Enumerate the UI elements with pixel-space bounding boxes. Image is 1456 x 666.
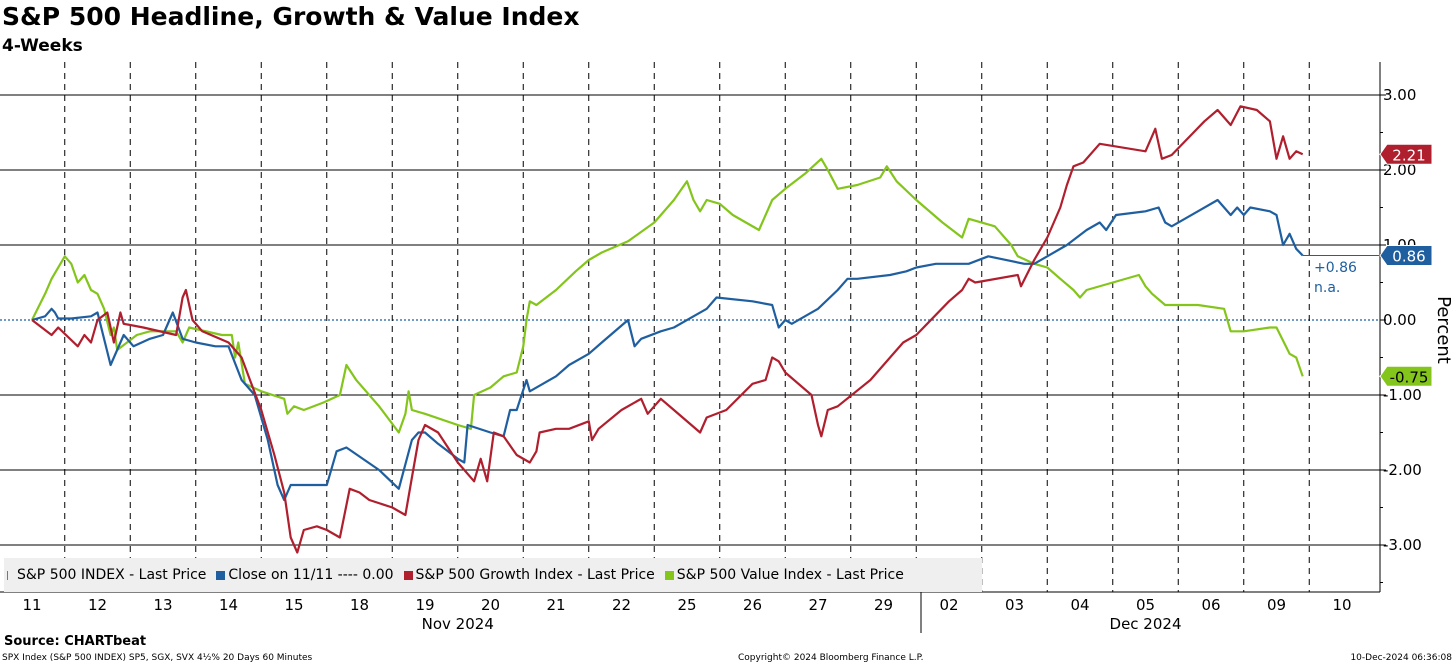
x-tick-label: 18 [350,596,369,614]
footer-timestamp: 10-Dec-2024 06:36:08 [1350,653,1452,663]
chart-title: S&P 500 Headline, Growth & Value Index [2,2,580,31]
legend-item-spx: S&P 500 INDEX - Last Price [4,567,206,583]
x-tick-label: 09 [1267,596,1286,614]
legend-item-value: S&P 500 Value Index - Last Price [664,567,904,583]
x-tick-label: 21 [546,596,565,614]
chart-subtitle: 4-Weeks [2,36,83,56]
footer-copyright: Copyright© 2024 Bloomberg Finance L.P. [738,653,924,663]
x-tick-label: 03 [1005,596,1024,614]
x-tick-label: 11 [22,596,41,614]
x-tick-label: 14 [219,596,238,614]
legend-label-growth: S&P 500 Growth Index - Last Price [415,567,655,583]
x-tick-label: 19 [415,596,434,614]
chart-legend: S&P 500 INDEX - Last Price Close on 11/1… [4,558,982,592]
last-value-text: -0.75 [1390,368,1429,386]
y-tick-label: 3.00 [1383,86,1416,104]
series-lines [31,105,1304,554]
legend-label-close: Close on 11/11 ---- 0.00 [228,567,394,583]
x-tick-label: 27 [808,596,827,614]
annotation-na: n.a. [1314,280,1340,296]
annotation-change: +0.86 [1314,260,1357,276]
x-tick-label: 26 [743,596,762,614]
x-month-label: Dec 2024 [1110,615,1182,633]
legend-item-close: Close on 11/11 ---- 0.00 [216,567,394,583]
x-tick-label: 13 [153,596,172,614]
last-value-badge [1379,245,1433,266]
y-tick-label: -3.00 [1383,536,1422,554]
value-labels: 2.21 0.86 -0.75 [1302,143,1433,387]
axes: 3.002.001.000.00-1.00-2.00-3.00111213141… [0,62,1422,633]
y-tick-label: 2.00 [1383,161,1416,179]
x-tick-label: 20 [481,596,500,614]
grid-lines [0,62,1380,592]
footer-ticker-info: SPX Index (S&P 500 INDEX) SP5, SGX, SVX … [2,653,313,663]
x-tick-label: 22 [612,596,631,614]
x-tick-label: 12 [88,596,107,614]
x-tick-label: 04 [1070,596,1089,614]
last-value-badge [1379,365,1433,387]
last-value-text: 2.21 [1392,146,1425,164]
x-tick-label: 06 [1201,596,1220,614]
last-value-badge [1379,143,1433,165]
x-month-label: Nov 2024 [422,615,494,633]
x-tick-label: 25 [677,596,696,614]
y-axis-label: Percent [1433,296,1454,364]
legend-swatch-close [216,570,226,580]
legend-label-value: S&P 500 Value Index - Last Price [676,567,904,583]
x-tick-label: 05 [1136,596,1155,614]
series-line [31,157,1304,434]
x-tick-label: 15 [284,596,303,614]
source-note: Source: CHARTbeat [4,634,147,649]
x-tick-label: 02 [939,596,958,614]
y-tick-label: -2.00 [1383,461,1422,479]
y-tick-label: 0.00 [1383,311,1416,329]
series-line [31,105,1304,554]
x-tick-label: 10 [1332,596,1351,614]
last-value-text: 0.86 [1392,248,1425,266]
legend-label-spx: S&P 500 INDEX - Last Price [17,567,207,583]
x-tick-label: 29 [874,596,893,614]
legend-swatch-value [664,570,674,580]
legend-swatch-spx [7,570,14,580]
legend-item-growth: S&P 500 Growth Index - Last Price [403,567,655,583]
legend-swatch-growth [403,570,413,580]
series-line [31,198,1304,502]
y-tick-label: -1.00 [1383,386,1422,404]
